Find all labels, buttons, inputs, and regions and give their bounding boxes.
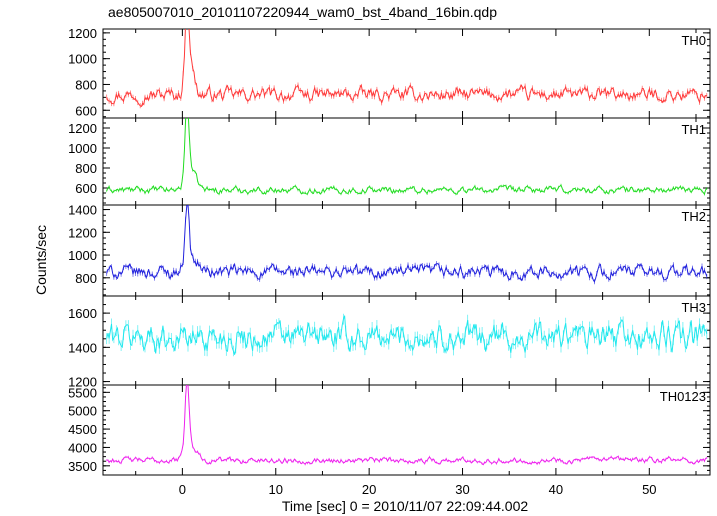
error-bars — [106, 385, 708, 466]
x-tick-label: 0 — [179, 482, 186, 497]
panel-label: TH0 — [681, 33, 706, 48]
y-tick-label: 1600 — [68, 306, 97, 321]
y-tick-label: 800 — [75, 161, 97, 176]
y-tick-label: 1200 — [68, 225, 97, 240]
chart-title: ae805007010_20101107220944_wam0_bst_4ban… — [108, 4, 497, 20]
panel-frame — [102, 117, 711, 206]
y-tick-label: 1200 — [68, 121, 97, 136]
y-tick-label: 4000 — [68, 440, 97, 455]
y-tick-label: 1200 — [68, 26, 97, 41]
panel-label: TH0123 — [660, 389, 706, 404]
light-curve-line — [106, 118, 708, 196]
y-tick-label: 4500 — [68, 422, 97, 437]
panel-th2: 800 1000 1200 1400 TH2 — [68, 203, 711, 297]
x-tick-label: 40 — [549, 482, 563, 497]
y-tick-label: 1000 — [68, 141, 97, 156]
series-th0123 — [106, 385, 708, 466]
panel-th3: 1200 1400 1600 TH3 — [68, 295, 711, 390]
series-th0 — [106, 29, 708, 109]
x-tick-label: 50 — [642, 482, 656, 497]
panel-th0123: 3500 4000 4500 5000 5500 TH0123 — [68, 384, 711, 476]
series-th2 — [106, 205, 708, 285]
light-curve-line — [106, 205, 708, 283]
y-tick-label: 800 — [75, 77, 97, 92]
error-bars — [106, 118, 708, 196]
x-tick-labels: 0 10 20 30 40 50 — [179, 482, 657, 497]
error-bars — [106, 49, 708, 109]
panel-frame — [102, 384, 711, 476]
x-tick-label: 30 — [455, 482, 469, 497]
y-tick-label: 3500 — [68, 459, 97, 474]
y-tick-label: 1000 — [68, 52, 97, 67]
x-tick-label: 20 — [362, 482, 376, 497]
y-tick-label: 5500 — [68, 385, 97, 400]
light-curve-line — [106, 385, 707, 466]
y-tick-label: 1000 — [68, 248, 97, 263]
y-tick-label: 5000 — [68, 404, 97, 419]
y-tick-label: 600 — [75, 103, 97, 118]
error-bars — [106, 205, 708, 285]
y-tick-label: 800 — [75, 271, 97, 286]
x-axis-label: Time [sec] 0 = 2010/11/07 22:09:44.002 — [282, 498, 529, 514]
panel-label: TH3 — [681, 300, 706, 315]
x-tick-label: 10 — [269, 482, 283, 497]
series-th1 — [106, 118, 708, 196]
light-curve-line — [106, 315, 708, 355]
y-tick-label: 600 — [75, 181, 97, 196]
panel-stack: 600 800 1000 1200 TH0 600 800 1000 1200 TH1 800 100… — [68, 26, 711, 476]
light-curve-line — [106, 29, 707, 108]
panel-label: TH2 — [681, 209, 706, 224]
panel-frame — [102, 204, 711, 297]
panel-th1: 600 800 1000 1200 TH1 — [68, 117, 711, 206]
y-tick-label: 1400 — [68, 340, 97, 355]
panel-frame — [102, 295, 711, 386]
series-th3 — [106, 313, 708, 359]
y-tick-label: 1400 — [68, 203, 97, 218]
y-axis-label: Counts/sec — [33, 225, 49, 295]
y-tick-label: 1200 — [68, 375, 97, 390]
panel-th0: 600 800 1000 1200 TH0 — [68, 26, 711, 119]
error-bars — [106, 313, 708, 359]
panel-label: TH1 — [681, 122, 706, 137]
